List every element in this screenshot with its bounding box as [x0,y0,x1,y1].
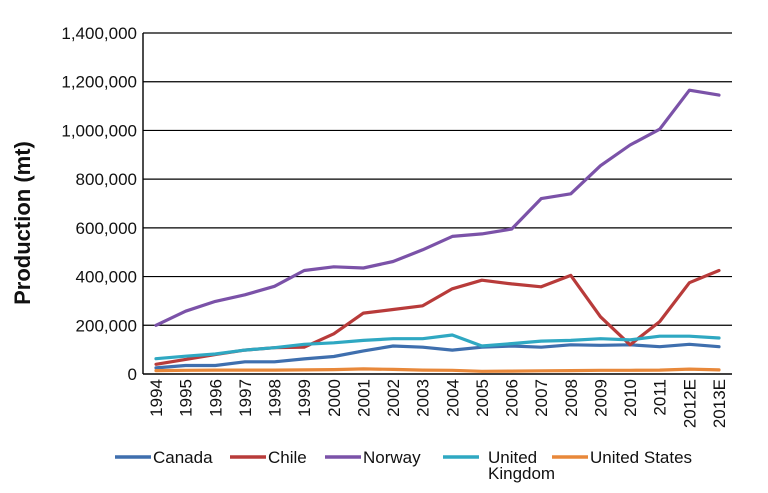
x-tick-label: 2001 [354,379,373,417]
gridlines [142,32,732,375]
y-tick-label: 1,400,000 [61,24,137,43]
x-tick-label: 1996 [206,379,225,417]
legend: Canada Chile Norway United Kingdom United Sta… [115,448,692,483]
series-lines [154,88,721,373]
y-tick-label: 600,000 [76,219,137,238]
x-tick-label: 2013E [710,379,729,428]
x-tick-label: 2003 [414,379,433,417]
x-tick-label: 1998 [266,379,285,417]
x-tick-label: 2007 [532,379,551,417]
y-tick-label: 200,000 [76,316,137,335]
y-tick-label: 1,200,000 [61,73,137,92]
y-tick-label: 800,000 [76,170,137,189]
series-line-norway [154,88,721,327]
x-tick-label: 2005 [473,379,492,417]
x-tick-label: 2012E [680,379,699,428]
x-tick-label: 2010 [621,379,640,417]
x-tick-label: 1999 [295,379,314,417]
y-tick-label: 1,000,000 [61,121,137,140]
x-tick-label: 2000 [325,379,344,417]
series-line-united-states [154,367,721,373]
x-tick-label: 2004 [443,379,462,417]
legend-label-norway: Norway [363,448,421,467]
legend-label-canada: Canada [153,448,213,467]
y-tick-label: 400,000 [76,268,137,287]
x-axis-ticks: 1994 1995 1996 1997 1998 1999 2000 2001 2002 2003… [147,379,729,428]
x-tick-label: 2006 [503,379,522,417]
legend-label-united-states: United States [590,448,692,467]
y-tick-label: 0 [128,365,137,384]
y-axis-label: Production (mt) [10,141,35,305]
legend-label-united-kingdom: United Kingdom [488,448,555,483]
x-tick-label: 1997 [236,379,255,417]
series-line-canada [154,342,721,370]
x-tick-label: 2008 [562,379,581,417]
x-tick-label: 2009 [591,379,610,417]
x-tick-label: 1995 [177,379,196,417]
x-tick-label: 2002 [384,379,403,417]
y-axis-ticks: 0 200,000 400,000 600,000 800,000 1,000,000 1,… [61,24,137,384]
x-tick-label: 1994 [147,379,166,417]
series-line-united-kingdom [154,333,721,361]
x-tick-label: 2011 [651,379,670,416]
legend-label-chile: Chile [268,448,307,467]
